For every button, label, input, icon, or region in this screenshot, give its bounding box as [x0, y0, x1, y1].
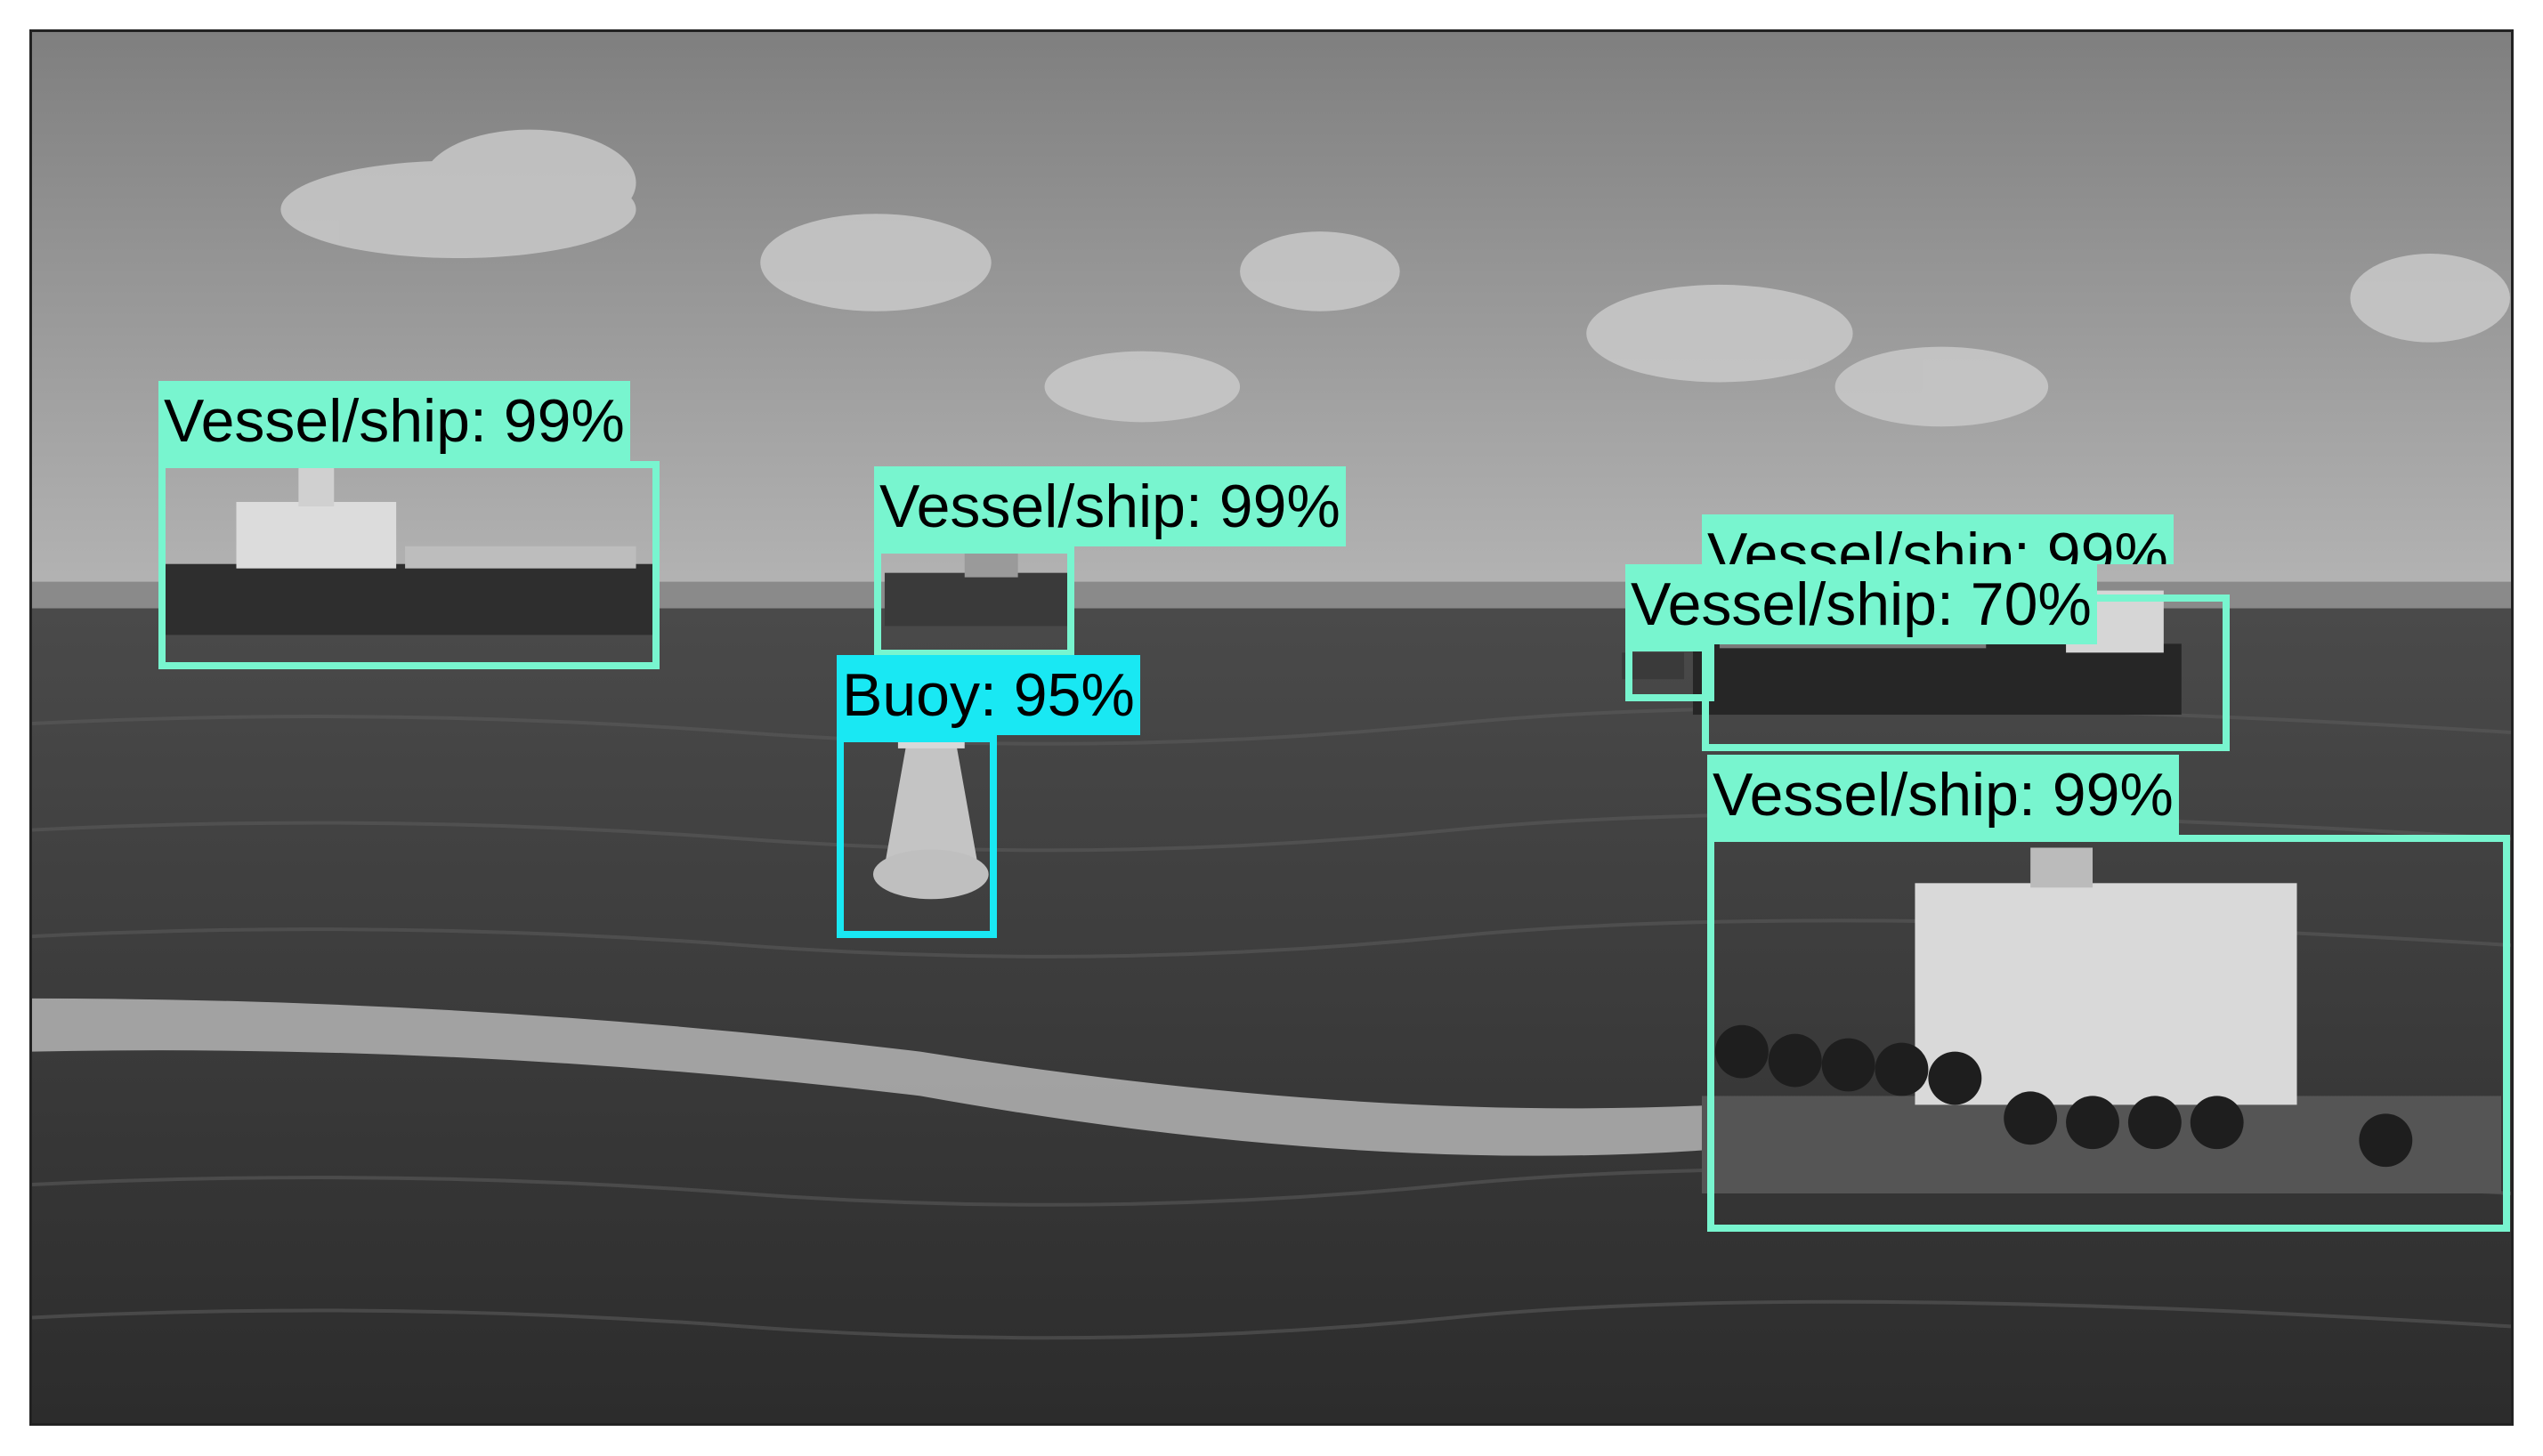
- detection-label: Vessel/ship: 70%: [1625, 564, 2097, 644]
- detection-box-vessel-left: [158, 461, 660, 669]
- ship-center: [884, 541, 1072, 627]
- ship-left: [165, 466, 654, 635]
- detection-label: Vessel/ship: 99%: [158, 381, 630, 461]
- tug-boat: [1701, 847, 2502, 1193]
- detection-label: Vessel/ship: 99%: [1707, 755, 2179, 835]
- detection-figure: Vessel/ship: 99% Vessel/ship: 99% Buoy: …: [29, 29, 2514, 1426]
- detection-box-vessel-tug: [1707, 835, 2510, 1232]
- detection-label: Vessel/ship: 99%: [874, 466, 1346, 546]
- boat-wake: [32, 998, 1720, 1156]
- cargo-ship: [1692, 590, 2182, 716]
- detection-box-vessel-center: [874, 546, 1074, 657]
- detection-box-buoy: [837, 735, 997, 938]
- clouds: [280, 129, 2511, 427]
- detection-label: Buoy: 95%: [837, 655, 1140, 735]
- detection-box-vessel-small: [1625, 644, 1714, 701]
- detection-label: Vessel/ship: 99%: [1702, 514, 2174, 564]
